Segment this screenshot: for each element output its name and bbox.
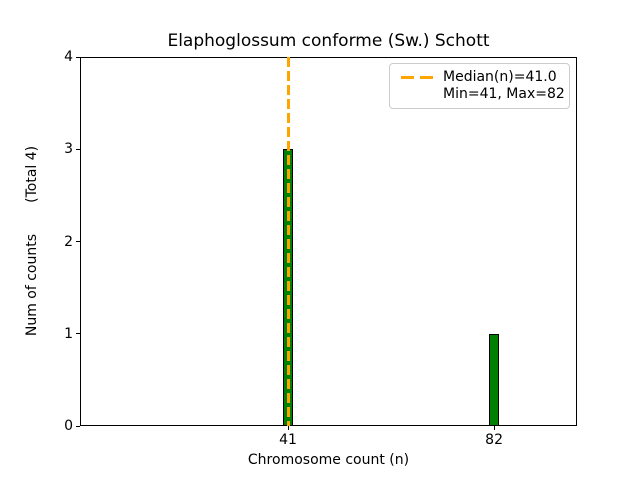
y-tick-label: 2 [64, 233, 73, 250]
legend-entry-minmax: Min=41, Max=82 [401, 86, 565, 103]
legend: Median(n)=41.0 Min=41, Max=82 [389, 63, 570, 109]
legend-label-minmax: Min=41, Max=82 [443, 86, 565, 102]
y-axis-label: Num of counts (Total 4) [24, 145, 40, 337]
x-axis-label: Chromosome count (n) [247, 452, 410, 468]
legend-label-median: Median(n)=41.0 [443, 69, 557, 85]
y-tick-mark [76, 241, 80, 242]
y-tick-mark [76, 333, 80, 335]
legend-entry-median: Median(n)=41.0 [401, 69, 561, 86]
y-tick-label: 3 [64, 141, 73, 158]
x-tick-label: 41 [279, 432, 297, 448]
x-tick-label: 82 [485, 432, 503, 448]
y-tick-mark [76, 425, 80, 427]
y-tick-mark [76, 148, 80, 150]
median-line [286, 57, 290, 426]
median-dash-icon [401, 76, 434, 79]
y-tick-label: 0 [64, 418, 73, 434]
x-tick-mark [493, 426, 495, 430]
legend-empty-handle [401, 93, 434, 96]
bar-82 [489, 333, 500, 426]
plot-area [80, 57, 577, 426]
y-tick-mark [76, 56, 80, 58]
chart-title: Elaphoglossum conforme (Sw.) Schott [167, 31, 490, 51]
y-tick-label: 4 [64, 49, 73, 65]
x-tick-mark [287, 426, 289, 430]
y-tick-label: 1 [64, 325, 73, 342]
